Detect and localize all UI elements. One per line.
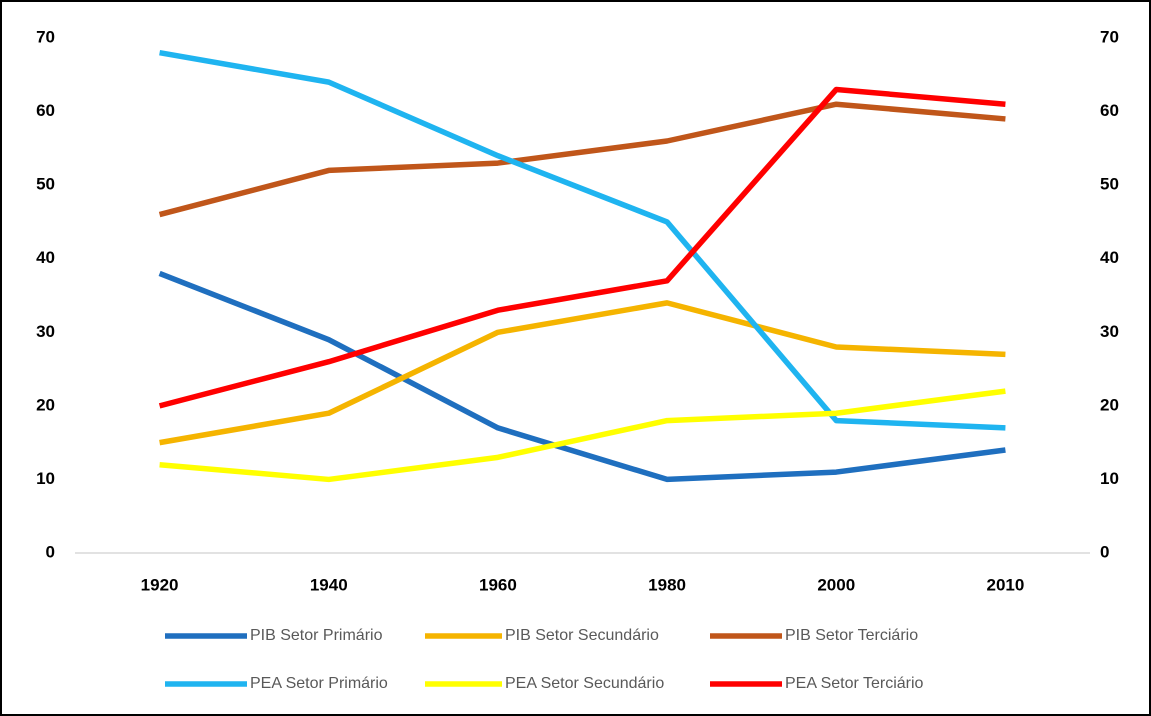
legend-label: PEA Setor Primário: [250, 675, 388, 692]
y2-tick-label: 70: [1100, 27, 1119, 46]
legend-label: PEA Setor Secundário: [505, 675, 664, 692]
y-tick-label: 60: [36, 101, 55, 120]
y2-tick-label: 30: [1100, 322, 1119, 341]
y-tick-label: 20: [36, 395, 55, 414]
x-tick-label: 2000: [817, 575, 855, 594]
legend-label: PIB Setor Terciário: [785, 627, 918, 644]
x-tick-label: 1920: [141, 575, 179, 594]
series-line: [159, 50, 1006, 431]
y-tick-label: 10: [36, 469, 55, 488]
y-tick-label: 50: [36, 175, 55, 194]
x-tick-label: 1980: [648, 575, 686, 594]
legend-label: PIB Setor Primário: [250, 627, 383, 644]
y-tick-label: 70: [36, 27, 55, 46]
y2-tick-label: 20: [1100, 395, 1119, 414]
y2-tick-label: 10: [1100, 469, 1119, 488]
y-tick-label: 30: [36, 322, 55, 341]
x-tick-label: 1940: [310, 575, 348, 594]
legend-label: PIB Setor Secundário: [505, 627, 659, 644]
series-line: [159, 388, 1006, 483]
series-line: [158, 101, 1006, 218]
series-line: [158, 270, 1006, 483]
x-tick-label: 1960: [479, 575, 517, 594]
y2-tick-label: 50: [1100, 175, 1119, 194]
y2-tick-label: 60: [1100, 101, 1119, 120]
y2-tick-label: 0: [1100, 542, 1109, 561]
series-line: [159, 300, 1006, 446]
y-tick-label: 0: [46, 542, 55, 561]
y2-tick-label: 40: [1100, 248, 1119, 267]
legend-label: PEA Setor Terciário: [785, 675, 924, 692]
series-line: [158, 86, 1006, 409]
y-tick-label: 40: [36, 248, 55, 267]
x-tick-label: 2010: [987, 575, 1025, 594]
